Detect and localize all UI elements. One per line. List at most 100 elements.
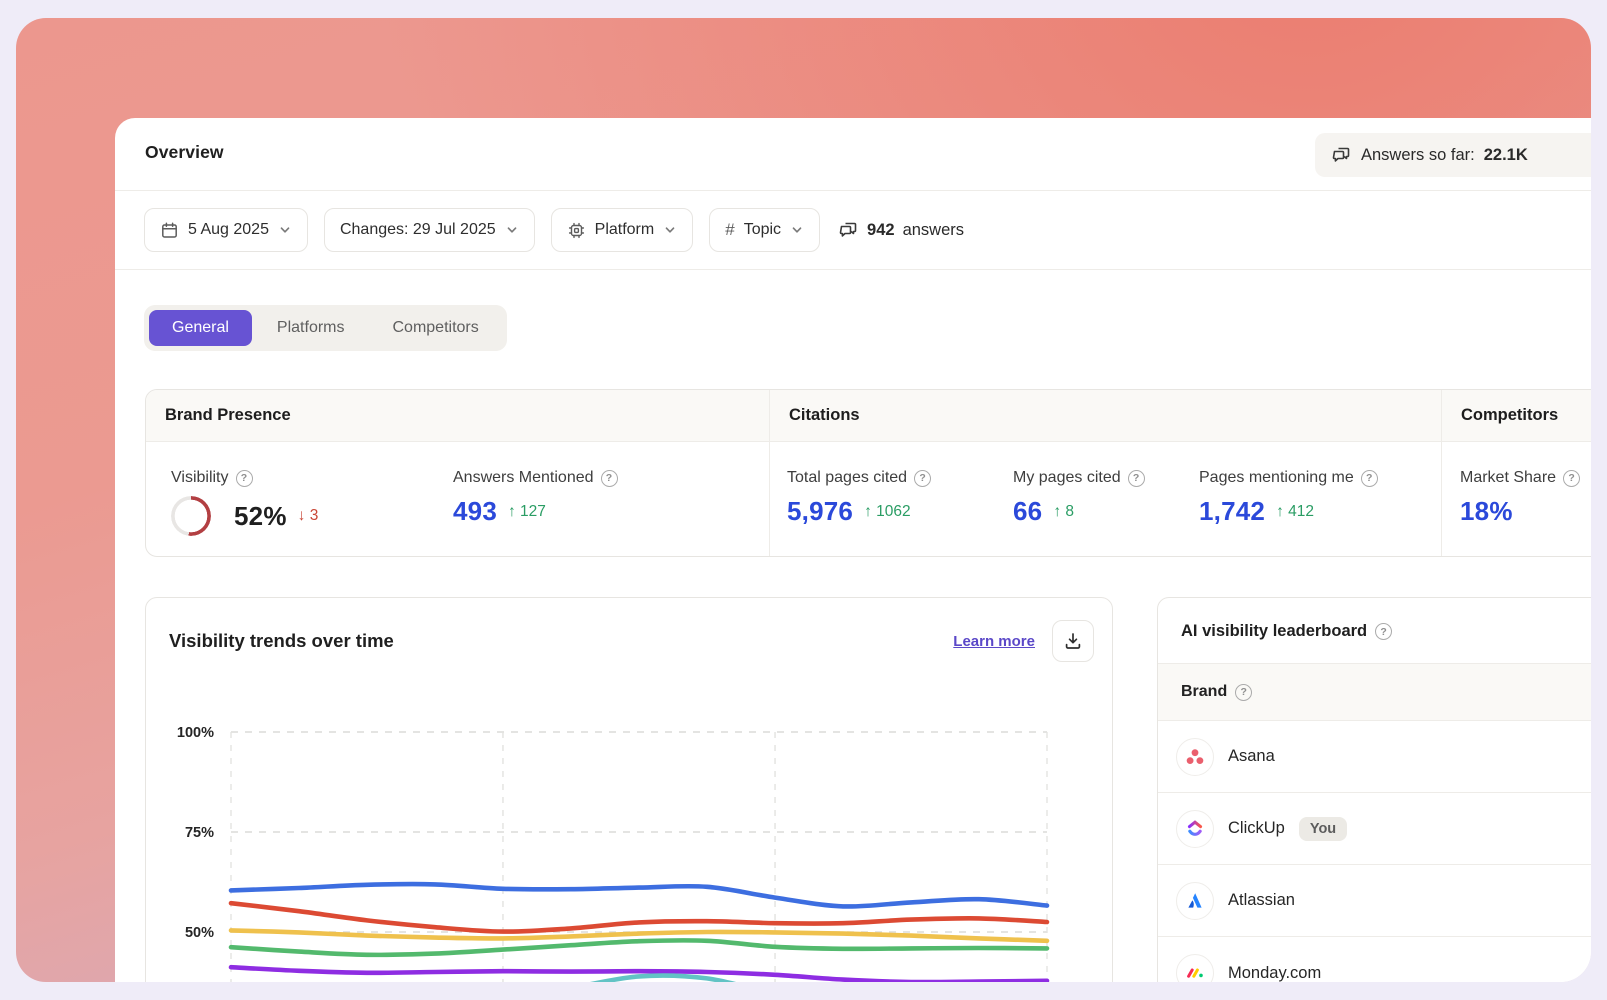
brand-column-label: Brand xyxy=(1181,683,1228,700)
section-title-competitors: Competitors xyxy=(1441,390,1591,441)
atlassian-logo-icon xyxy=(1176,881,1214,920)
you-badge: You xyxy=(1298,816,1348,841)
hash-icon: # xyxy=(725,220,735,239)
svg-text:75%: 75% xyxy=(185,825,214,841)
help-icon[interactable]: ? xyxy=(235,469,253,487)
calendar-icon xyxy=(160,221,179,240)
brand-name: Asana xyxy=(1228,747,1275,765)
topic-filter-button[interactable]: # Topic xyxy=(709,208,821,252)
citations-section: Total pages cited? 5,976 ↑ 1062 My pages… xyxy=(769,442,1441,556)
visibility-trends-card: Visibility trends over time Learn more 1… xyxy=(145,597,1113,982)
gradient-background-card: Overview Answers so far: 22.1K xyxy=(16,18,1591,982)
total-pages-cited-label: Total pages cited xyxy=(787,469,908,486)
leaderboard-title: AI visibility leaderboard xyxy=(1181,622,1368,640)
visibility-metric: Visibility? 52% ↓ 3 xyxy=(171,469,453,556)
view-tabs: General Platforms Competitors xyxy=(144,305,507,351)
my-pages-cited-label: My pages cited xyxy=(1013,469,1121,486)
total-pages-cited-metric: Total pages cited? 5,976 ↑ 1062 xyxy=(787,469,1013,556)
answers-count: 942 answers xyxy=(838,220,964,241)
answers-mentioned-metric: Answers Mentioned? 493 ↑ 127 xyxy=(453,469,618,556)
pages-mentioning-me-change: ↑ 412 xyxy=(1276,502,1315,520)
tab-platforms[interactable]: Platforms xyxy=(254,310,368,346)
brand-row-atlassian[interactable]: Atlassian xyxy=(1158,865,1591,937)
market-share-value: 18% xyxy=(1460,496,1513,526)
platform-filter-label: Platform xyxy=(594,221,655,238)
total-pages-cited-change: ↑ 1062 xyxy=(864,502,911,520)
chevron-down-icon xyxy=(790,223,804,237)
chat-bubbles-icon xyxy=(1331,145,1352,166)
competitors-section: Market Share? 18% xyxy=(1441,442,1591,556)
visibility-value: 52% xyxy=(234,500,287,531)
answers-mentioned-label: Answers Mentioned xyxy=(453,469,594,486)
market-share-label: Market Share xyxy=(1460,469,1557,486)
filter-bar: 5 Aug 2025 Changes: 29 Jul 2025 xyxy=(115,191,1591,270)
monday-logo-icon xyxy=(1176,954,1214,982)
answers-count-value: 942 xyxy=(867,220,895,239)
pages-mentioning-me-value: 1,742 xyxy=(1199,496,1266,526)
answers-total-badge: Answers so far: 22.1K xyxy=(1315,133,1591,177)
my-pages-cited-value: 66 xyxy=(1013,496,1043,526)
svg-text:50%: 50% xyxy=(185,925,214,941)
changes-filter-label: Changes: 29 Jul 2025 xyxy=(339,221,496,238)
clickup-logo-icon xyxy=(1176,809,1214,848)
download-icon xyxy=(1063,631,1083,651)
answers-count-label: answers xyxy=(902,220,965,239)
brand-row-monday[interactable]: Monday.com xyxy=(1158,937,1591,982)
my-pages-cited-change: ↑ 8 xyxy=(1053,502,1075,520)
market-share-metric: Market Share? 18% xyxy=(1460,469,1581,556)
asana-logo-icon xyxy=(1176,737,1214,776)
brand-row-clickup[interactable]: ClickUp You xyxy=(1158,793,1591,865)
chat-bubbles-icon xyxy=(838,220,859,241)
stats-card-body: Visibility? 52% ↓ 3 Answers Mentioned? 4… xyxy=(146,442,1591,556)
stats-card: Brand Presence Citations Competitors Vis… xyxy=(145,389,1591,557)
help-icon[interactable]: ? xyxy=(1360,469,1378,487)
help-icon[interactable]: ? xyxy=(1375,623,1393,640)
pages-mentioning-me-metric: Pages mentioning me? 1,742 ↑ 412 xyxy=(1199,469,1378,556)
tab-competitors[interactable]: Competitors xyxy=(370,310,502,346)
section-title-brand-presence: Brand Presence xyxy=(165,406,291,424)
dashboard-panel: Overview Answers so far: 22.1K xyxy=(115,118,1591,982)
learn-more-link[interactable]: Learn more xyxy=(953,632,1035,650)
chevron-down-icon xyxy=(505,223,519,237)
answers-mentioned-value: 493 xyxy=(453,496,497,526)
platform-filter-button[interactable]: Platform xyxy=(550,208,694,252)
svg-text:100%: 100% xyxy=(177,725,214,741)
changes-filter-button[interactable]: Changes: 29 Jul 2025 xyxy=(323,208,535,252)
download-chart-button[interactable] xyxy=(1052,620,1094,662)
help-icon[interactable]: ? xyxy=(1563,469,1581,487)
answers-total-label: Answers so far: xyxy=(1361,145,1475,164)
answers-mentioned-change: ↑ 127 xyxy=(507,502,546,520)
pages-mentioning-me-label: Pages mentioning me xyxy=(1199,469,1354,486)
visibility-trends-chart: 100% 75% 50% xyxy=(146,698,1114,982)
brand-name: Atlassian xyxy=(1228,891,1295,909)
visibility-gauge xyxy=(171,496,211,536)
title-bar: Overview Answers so far: 22.1K xyxy=(115,118,1591,191)
date-filter-label: 5 Aug 2025 xyxy=(188,221,269,238)
brand-row-asana[interactable]: Asana xyxy=(1158,721,1591,793)
answers-total-value: 22.1K xyxy=(1483,145,1528,164)
page-title: Overview xyxy=(145,142,224,162)
leaderboard-card: AI visibility leaderboard ? Brand ? Asan… xyxy=(1157,597,1591,982)
brand-presence-section: Visibility? 52% ↓ 3 Answers Mentioned? 4… xyxy=(146,442,769,556)
visibility-label: Visibility xyxy=(171,469,229,486)
chart-title: Visibility trends over time xyxy=(169,630,394,651)
leaderboard-header: AI visibility leaderboard ? xyxy=(1158,598,1591,664)
section-title-citations: Citations xyxy=(769,390,1441,441)
visibility-change: ↓ 3 xyxy=(297,507,319,524)
chevron-down-icon xyxy=(663,223,677,237)
help-icon[interactable]: ? xyxy=(914,469,932,487)
help-icon[interactable]: ? xyxy=(1127,469,1145,487)
platform-chip-icon xyxy=(567,221,586,240)
date-filter-button[interactable]: 5 Aug 2025 xyxy=(144,208,308,252)
chevron-down-icon xyxy=(278,223,292,237)
brand-name: Monday.com xyxy=(1228,963,1322,982)
tab-general[interactable]: General xyxy=(149,310,252,346)
chart-header: Visibility trends over time Learn more xyxy=(146,598,1112,662)
help-icon[interactable]: ? xyxy=(600,469,618,487)
help-icon[interactable]: ? xyxy=(1235,683,1253,701)
my-pages-cited-metric: My pages cited? 66 ↑ 8 xyxy=(1013,469,1199,556)
total-pages-cited-value: 5,976 xyxy=(787,496,854,526)
leaderboard-column-header: Brand ? xyxy=(1158,664,1591,721)
brand-name: ClickUp xyxy=(1228,819,1285,837)
topic-filter-label: Topic xyxy=(743,221,782,238)
